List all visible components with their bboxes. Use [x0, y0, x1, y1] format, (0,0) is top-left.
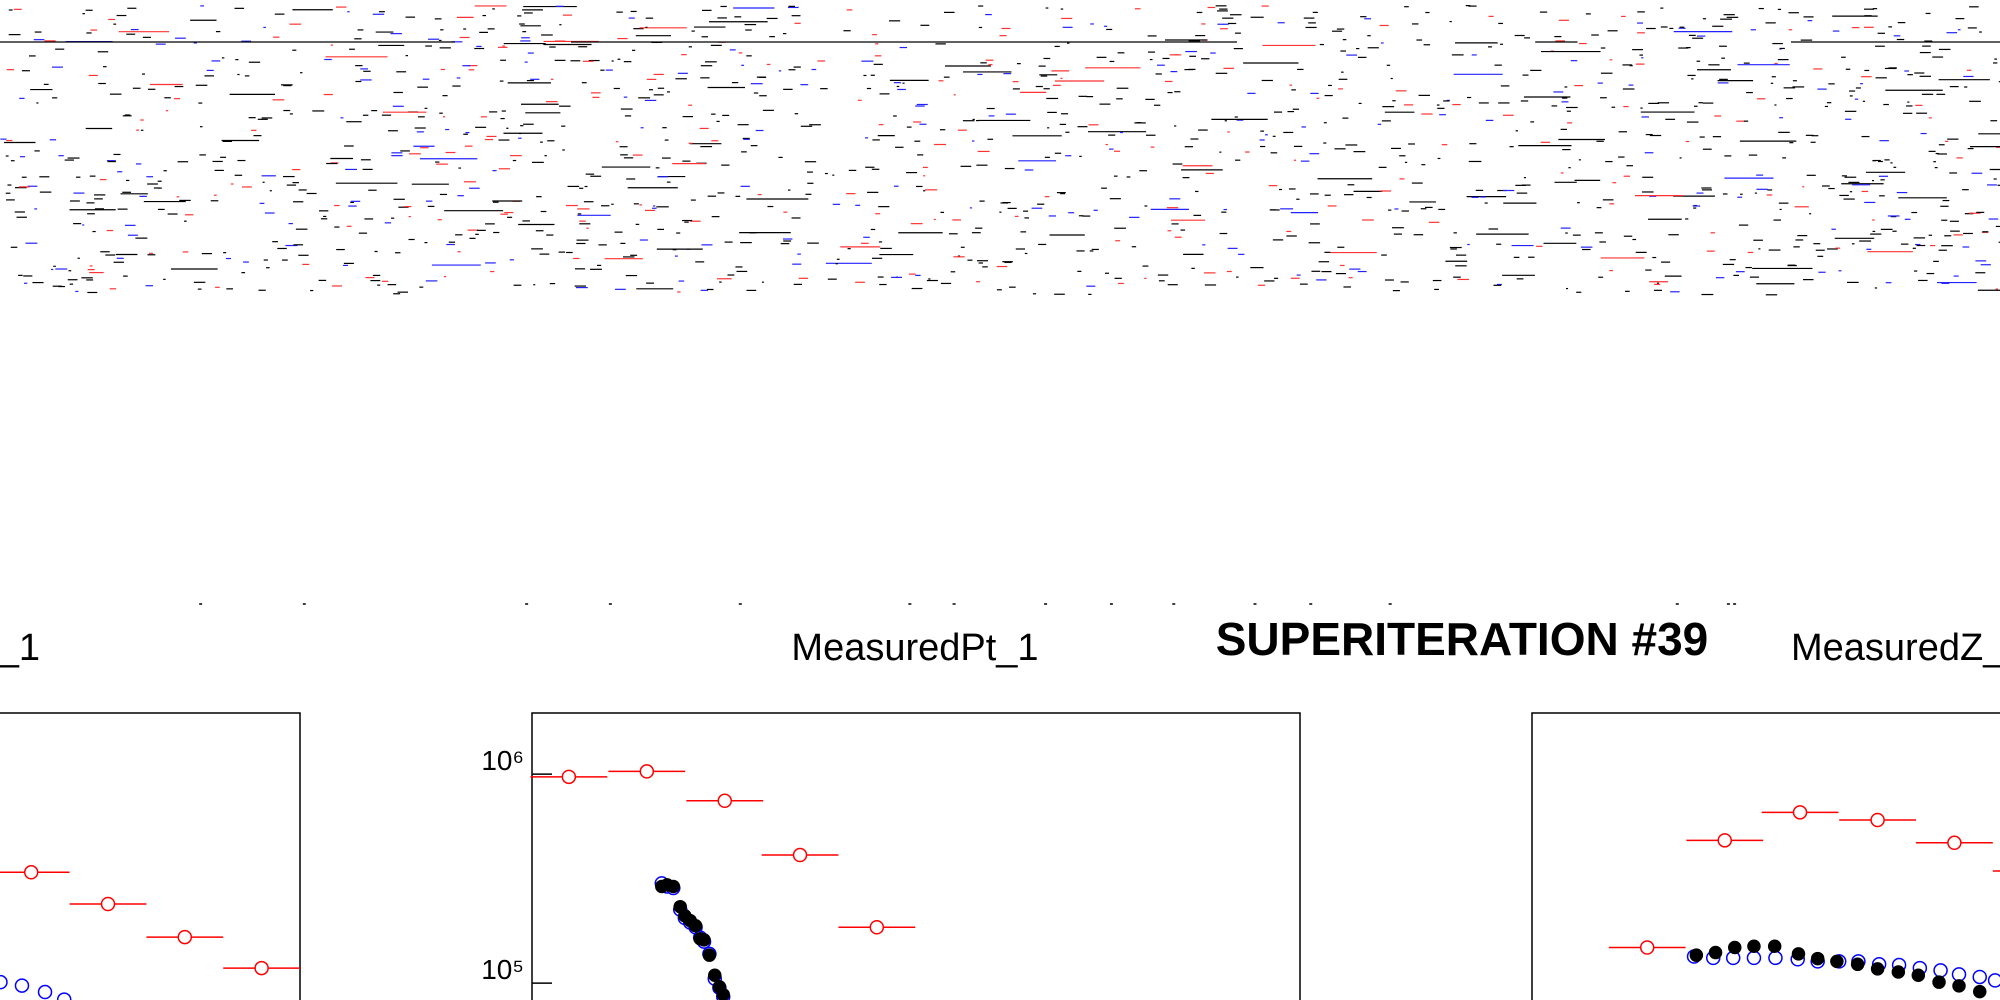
plot-panel: _1 — [0, 627, 301, 1000]
panel-title: _1 — [0, 627, 40, 669]
data-point — [1728, 940, 1742, 955]
data-point — [702, 948, 717, 962]
y-tick-label: 10⁶ — [481, 745, 524, 776]
data-point — [1768, 950, 1783, 966]
data-point — [1987, 973, 2000, 988]
data-point — [1830, 954, 1844, 969]
data-point — [23, 865, 39, 880]
data-point — [1689, 948, 1704, 962]
data-point — [1717, 833, 1733, 848]
data-point — [792, 847, 808, 863]
data-point — [1951, 967, 1967, 982]
data-point — [100, 896, 116, 912]
data-point — [1947, 835, 1962, 851]
data-point — [1767, 939, 1782, 954]
data-point — [1972, 969, 1987, 985]
plot-frame — [531, 712, 1301, 1000]
data-point — [0, 974, 8, 990]
data-point — [254, 960, 269, 976]
data-point — [1911, 968, 1926, 983]
data-point — [716, 987, 730, 1000]
data-point — [1639, 940, 1655, 955]
panel-title: MeasuredPt_1 — [791, 627, 1038, 669]
data-point — [1850, 957, 1865, 972]
data-point — [639, 764, 655, 779]
data-point — [56, 992, 72, 1000]
data-point — [1870, 962, 1885, 976]
data-point — [177, 929, 193, 945]
data-point — [717, 793, 733, 809]
panel-title: MeasuredZ_ — [1791, 627, 2000, 669]
data-point — [1972, 984, 1987, 999]
data-point — [688, 919, 703, 933]
data-point — [1746, 950, 1762, 966]
data-point — [1810, 951, 1825, 966]
data-point — [1933, 963, 1948, 978]
plot-panel: MeasuredPt_1 10⁵ 10⁶ — [481, 627, 1301, 1000]
data-point — [37, 984, 53, 1000]
data-point — [561, 769, 577, 785]
data-point — [869, 919, 885, 935]
overlapping-plot-residue — [0, 4, 2000, 605]
plot-frame — [1531, 712, 2000, 1000]
data-point — [1932, 975, 1946, 989]
data-point — [1747, 939, 1761, 954]
data-point — [1708, 945, 1723, 960]
data-point — [697, 933, 711, 947]
data-point — [1870, 812, 1885, 828]
super-title: SUPERITERATION #39 — [1216, 613, 1708, 665]
data-point — [708, 968, 722, 983]
plot-panel: MeasuredZ_ — [1531, 627, 2000, 1000]
data-point — [1791, 947, 1806, 961]
data-point — [1952, 979, 1966, 993]
data-point — [1792, 805, 1808, 820]
data-point — [14, 978, 30, 993]
plot-frame — [0, 712, 301, 1000]
y-tick-label: 10⁵ — [481, 954, 524, 985]
data-point — [1891, 965, 1906, 979]
data-point — [666, 879, 681, 894]
